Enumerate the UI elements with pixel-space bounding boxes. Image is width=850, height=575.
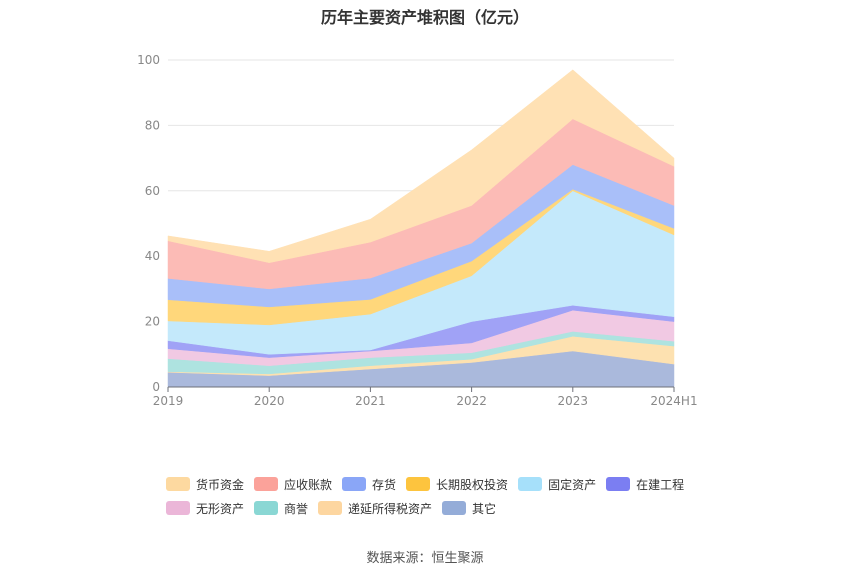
legend-swatch	[406, 477, 431, 491]
legend-swatch	[318, 501, 343, 515]
area-layer	[167, 69, 675, 388]
legend-item-1[interactable]: 应收账款	[254, 472, 332, 496]
legend-swatch	[254, 501, 279, 515]
legend-label: 商誉	[284, 501, 309, 516]
legend-label: 其它	[472, 501, 497, 516]
x-tick-label-2023: 2023	[558, 394, 589, 408]
legend-swatch	[166, 501, 190, 515]
x-tick-label-2019: 2019	[153, 394, 184, 408]
legend-item-9[interactable]: 其它	[442, 496, 496, 520]
legend-swatch	[442, 501, 467, 515]
x-tick-label-2020: 2020	[254, 394, 285, 408]
legend-swatch	[518, 477, 543, 491]
legend-item-8[interactable]: 递延所得税资产	[318, 496, 432, 520]
legend-swatch	[166, 477, 190, 491]
legend-label: 长期股权投资	[436, 477, 509, 492]
legend-label: 存货	[372, 477, 397, 492]
legend-item-6[interactable]: 无形资产	[166, 496, 244, 520]
area-series-9	[167, 69, 675, 263]
y-tick-label-40: 40	[145, 249, 160, 263]
legend-item-0[interactable]: 货币资金	[166, 472, 244, 496]
y-tick-label-20: 20	[145, 315, 160, 329]
legend-label: 无形资产	[196, 501, 245, 516]
legend-item-5[interactable]: 在建工程	[606, 472, 684, 496]
legend-label: 递延所得税资产	[348, 501, 433, 516]
legend-swatch	[342, 477, 367, 491]
y-tick-label-80: 80	[145, 118, 160, 132]
legend-label: 在建工程	[636, 477, 685, 492]
legend-label: 应收账款	[284, 477, 333, 492]
legend-swatch	[254, 477, 279, 491]
legend-swatch	[606, 477, 631, 491]
chart-title: 历年主要资产堆积图（亿元）	[320, 8, 529, 27]
x-tick-label-2022: 2022	[456, 394, 487, 408]
y-tick-label-0: 0	[152, 380, 160, 394]
y-tick-label-60: 60	[145, 184, 160, 198]
data-source: 数据来源：恒生聚源	[366, 551, 484, 566]
legend: 货币资金 应收账款 存货 长期股权投资 固定资产 在建工程无形资产 商誉 递延所得税资产 其它	[166, 472, 726, 520]
legend-item-3[interactable]: 长期股权投资	[406, 472, 508, 496]
legend-label: 货币资金	[196, 477, 245, 492]
legend-item-2[interactable]: 存货	[342, 472, 396, 496]
axis-layer: 0 20 40 60 80 100 2019 2020 2021 2022 2023 2024H1	[137, 53, 698, 408]
y-tick-label-100: 100	[137, 53, 160, 67]
legend-label: 固定资产	[548, 477, 597, 492]
x-tick-label-2024H1: 2024H1	[650, 394, 697, 408]
legend-item-4[interactable]: 固定资产	[518, 472, 596, 496]
x-tick-label-2021: 2021	[355, 394, 386, 408]
legend-item-7[interactable]: 商誉	[254, 496, 308, 520]
